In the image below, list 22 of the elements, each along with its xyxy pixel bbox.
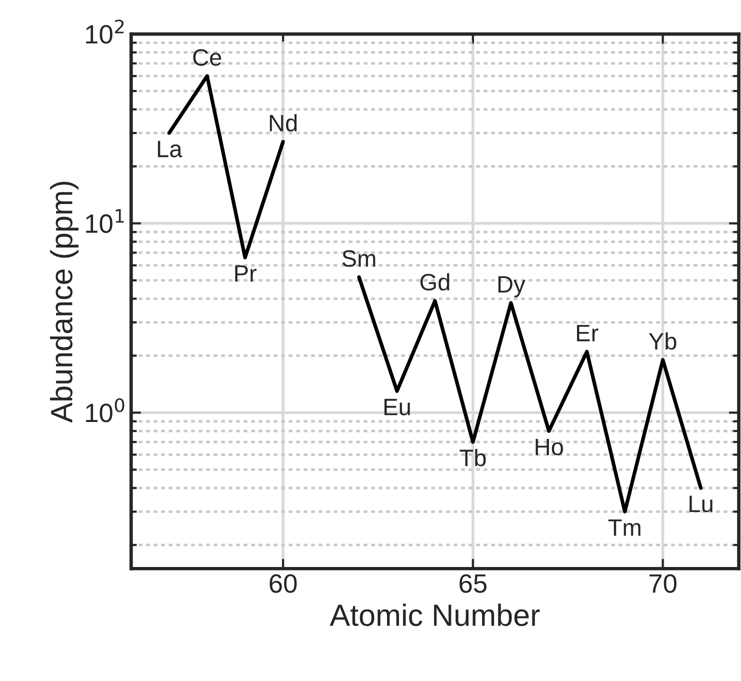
annotation: Ce	[193, 49, 222, 66]
y-tick-label: 10$^{0}$	[86, 398, 124, 422]
annotation: Nd	[270, 114, 297, 132]
y-tick-label: 10$^{1}$	[86, 209, 124, 233]
annotation: Yb	[648, 332, 676, 350]
annotation: Lu	[690, 496, 712, 512]
annotation: Tm	[608, 519, 640, 536]
x-tick-label: 70	[650, 574, 676, 593]
annotation: Dy	[498, 276, 526, 298]
y-tick-label: 10$^{2}$	[86, 20, 124, 44]
x-tick-label: 65	[460, 574, 487, 593]
annotation: La	[158, 140, 182, 158]
annotation: Gd	[420, 273, 450, 291]
annotation: Er	[577, 324, 598, 342]
x-axis-title: Atomic Number	[330, 604, 540, 626]
annotation: Ho	[536, 438, 563, 456]
x-tick-label: 60	[270, 574, 297, 593]
annotation: Sm	[342, 250, 376, 267]
y-axis-title: Abundance (ppm)	[50, 182, 79, 423]
annotation: Tb	[460, 448, 486, 466]
annotation: Pr	[235, 265, 256, 282]
annotation: Eu	[384, 398, 410, 416]
